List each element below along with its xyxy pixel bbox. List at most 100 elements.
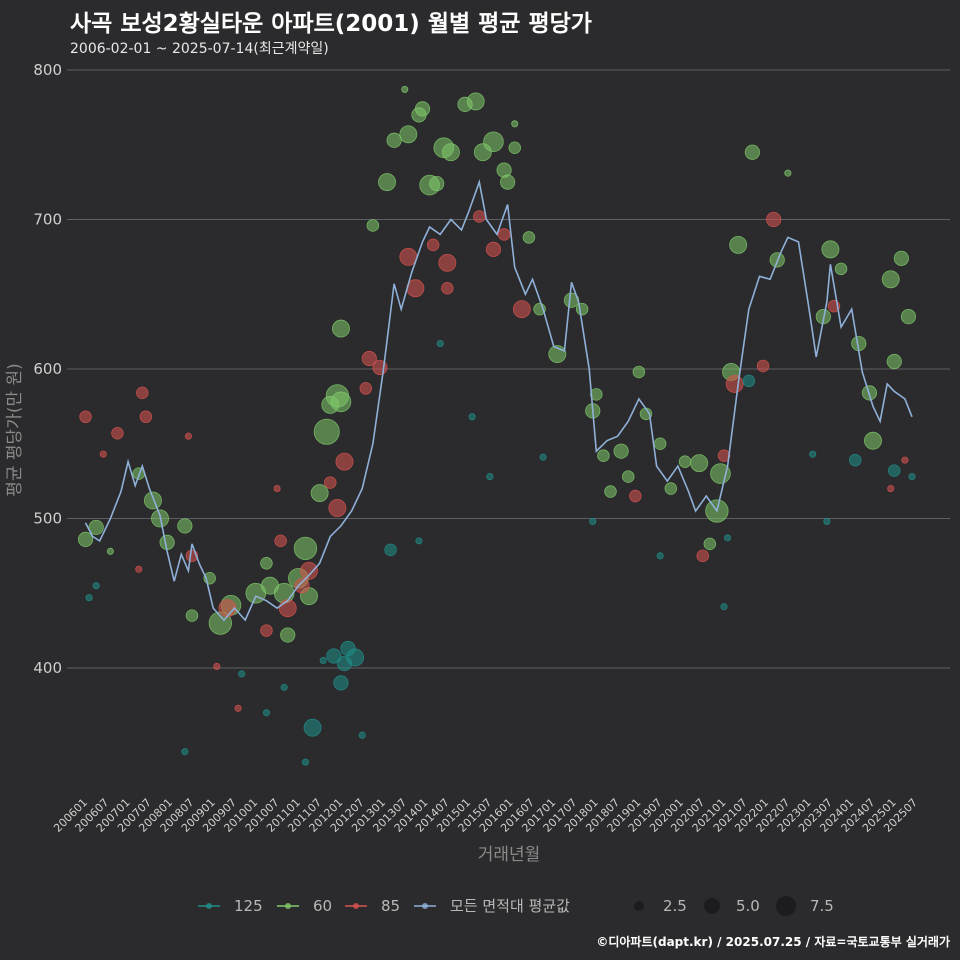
data-point-125 (262, 709, 270, 717)
data-point-60 (106, 547, 114, 555)
data-point-60 (729, 235, 748, 254)
data-point-60 (632, 365, 646, 379)
data-point-60 (441, 143, 460, 162)
data-point-125 (468, 413, 476, 421)
data-point-85 (335, 452, 354, 471)
data-point-125 (539, 453, 547, 461)
data-point-60 (414, 101, 431, 117)
data-point-85 (629, 489, 642, 503)
data-point-85 (426, 238, 440, 252)
legend-marker-125 (206, 903, 212, 909)
data-point-60 (321, 395, 340, 414)
data-point-85 (361, 350, 377, 367)
data-point-60 (500, 174, 516, 190)
data-point-125 (848, 453, 862, 467)
legend-label: 모든 면적대 평균값 (450, 897, 570, 915)
data-point-85 (756, 359, 770, 373)
data-point-60 (613, 443, 629, 459)
data-point-60 (653, 437, 667, 450)
data-point-60 (457, 96, 473, 112)
data-point-125 (436, 340, 444, 348)
data-point-125 (888, 464, 901, 477)
legend-size-label: 2.5 (663, 897, 687, 915)
data-point-85 (260, 624, 273, 637)
y-tick-label: 800 (33, 61, 62, 79)
x-axis-label: 거래년월 (478, 845, 541, 865)
data-point-60 (900, 309, 917, 325)
data-point-60 (260, 557, 273, 570)
data-point-60 (703, 537, 717, 551)
data-point-60 (429, 176, 445, 192)
data-point-85 (184, 432, 192, 440)
source-caption: ©디아파트(dapt.kr) / 2025.07.25 / 자료=국토교통부 실… (596, 935, 950, 949)
y-axis-label: 평균 평당가(만 원) (5, 363, 25, 497)
data-point-60 (261, 576, 279, 595)
data-point-125 (336, 655, 353, 672)
data-point-85 (136, 386, 149, 400)
data-point-85 (139, 410, 153, 424)
data-point-60 (366, 219, 380, 232)
data-point-60 (386, 132, 402, 148)
y-tick-label: 400 (33, 659, 62, 677)
data-point-60 (744, 144, 760, 160)
data-point-125 (720, 603, 728, 611)
data-point-85 (438, 253, 457, 272)
data-point-125 (415, 537, 423, 545)
data-point-85 (485, 241, 502, 257)
data-point-125 (908, 473, 916, 481)
y-tick-label: 500 (33, 509, 62, 527)
data-point-60 (313, 418, 340, 445)
data-point-125 (303, 718, 322, 737)
data-point-85 (887, 485, 895, 493)
data-point-60 (864, 431, 882, 450)
data-point-60 (590, 388, 603, 401)
data-point-85 (300, 561, 318, 580)
data-point-125 (809, 450, 817, 458)
data-point-85 (79, 410, 92, 424)
legend-label: 85 (381, 897, 400, 915)
y-axis-ticks: 400 500 600 700 800 (33, 61, 62, 677)
data-point-60 (784, 169, 792, 177)
data-point-85 (328, 499, 347, 517)
data-point-60 (522, 231, 536, 244)
data-point-125 (301, 758, 310, 766)
data-point-60 (604, 485, 617, 498)
x-axis-ticks: 2006012006072007012007072008012008072009… (51, 796, 920, 835)
data-point-60 (280, 627, 296, 643)
data-point-60 (378, 173, 396, 192)
data-point-60 (690, 454, 709, 473)
data-point-60 (143, 491, 162, 510)
data-point-60 (310, 484, 329, 502)
legend-size-label: 7.5 (810, 897, 834, 915)
data-point-85 (324, 476, 337, 489)
data-point-125 (742, 374, 756, 388)
data-point-60 (511, 120, 519, 128)
data-point-60 (834, 262, 848, 276)
legend-marker-모든 면적대 평균값 (422, 903, 428, 909)
data-point-85 (213, 662, 221, 670)
data-point-60 (88, 519, 104, 536)
data-point-125 (823, 517, 831, 525)
data-point-125 (340, 640, 356, 657)
data-point-60 (621, 470, 635, 483)
legend-size-marker (634, 901, 644, 911)
legend-label: 60 (313, 897, 332, 915)
data-point-85 (273, 485, 281, 493)
data-point-125 (486, 473, 494, 481)
chart-title: 사곡 보성2황실타운 아파트(2001) 월별 평균 평당가 (70, 11, 592, 37)
data-point-85 (135, 565, 143, 573)
data-point-60 (508, 141, 521, 154)
grid-lines (67, 69, 950, 669)
data-point-60 (886, 353, 902, 370)
chart-subtitle: 2006-02-01 ~ 2025-07-14(최근계약일) (70, 41, 329, 57)
data-point-85 (234, 704, 242, 712)
legend-marker-60 (285, 903, 291, 909)
legend-marker-85 (353, 903, 359, 909)
data-point-125 (589, 517, 597, 525)
data-point-60 (293, 536, 318, 561)
data-point-85 (512, 300, 531, 319)
data-point-85 (717, 449, 731, 462)
y-tick-label: 700 (33, 210, 62, 228)
data-point-125 (724, 534, 732, 542)
